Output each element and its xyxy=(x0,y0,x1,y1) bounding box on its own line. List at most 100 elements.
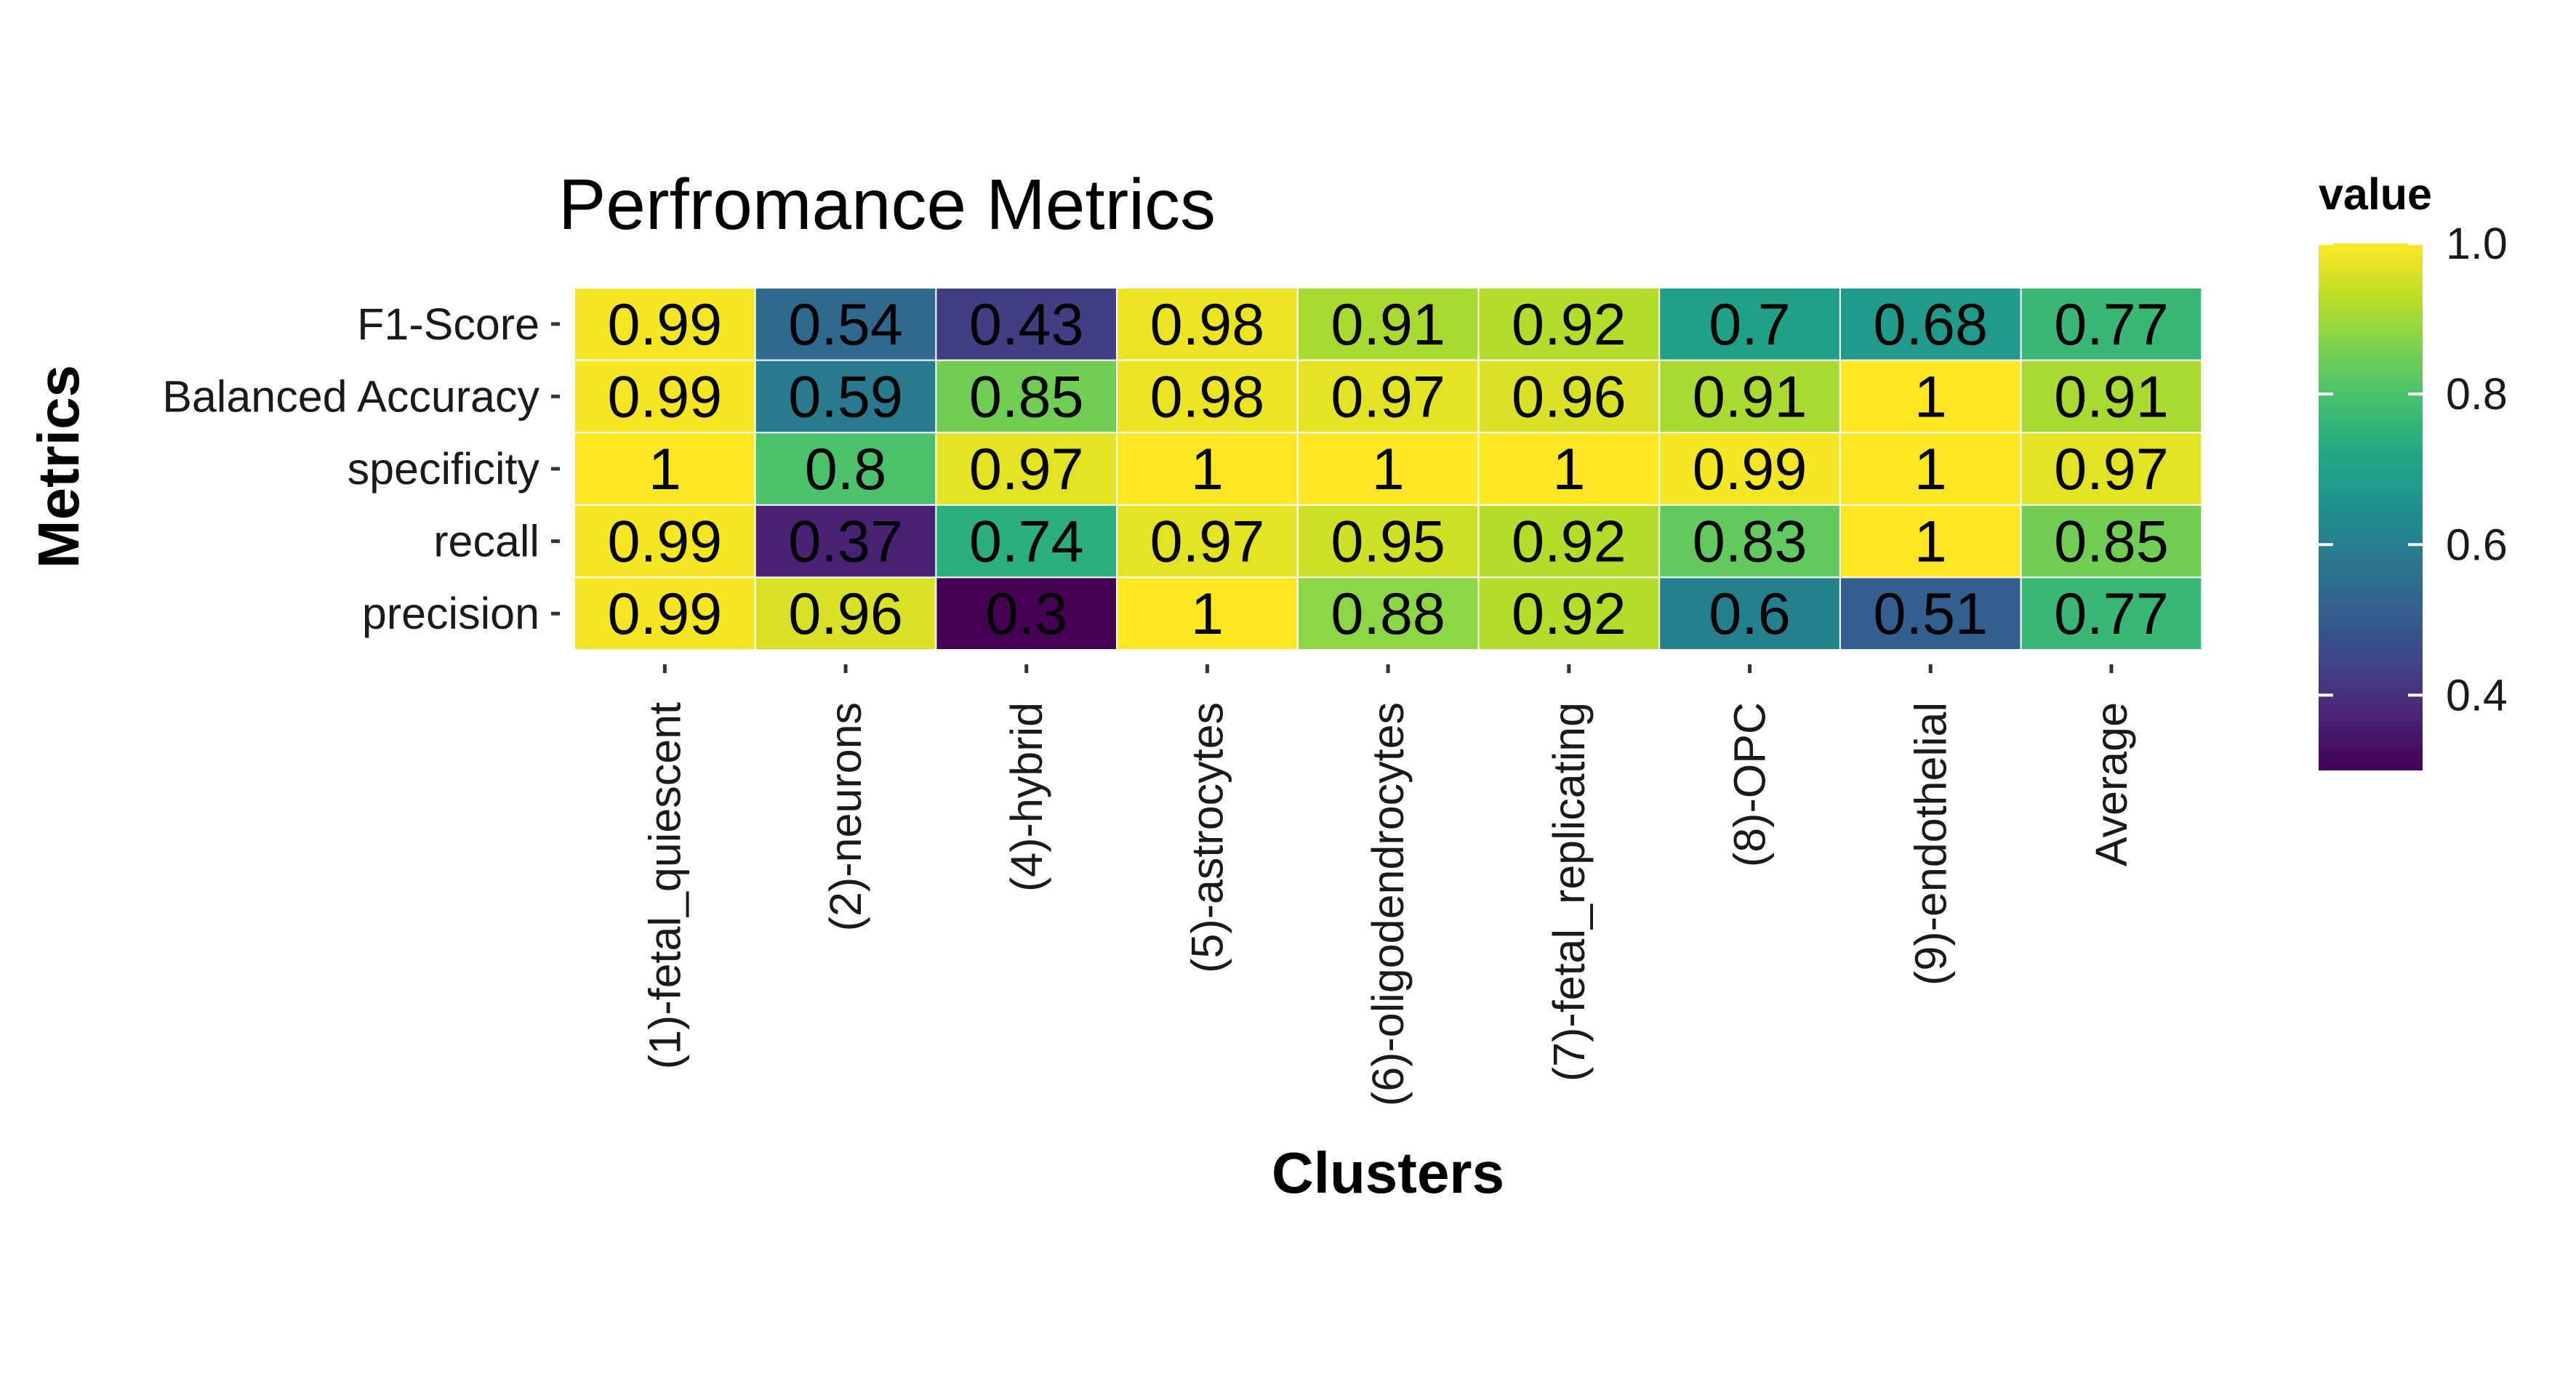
cell-label: 0.37 xyxy=(788,510,903,575)
heatmap-cell xyxy=(1296,432,1480,506)
cell-label: 0.3 xyxy=(985,581,1067,647)
cell-label: 0.8 xyxy=(805,437,887,502)
heatmap-cells xyxy=(574,287,2203,651)
cell-label: 1 xyxy=(1552,437,1585,502)
cell-label: 1 xyxy=(1372,437,1405,502)
heatmap-cell xyxy=(1296,576,1480,651)
heatmap-cell xyxy=(574,432,756,506)
cell-label: 0.97 xyxy=(1331,364,1445,430)
cell-label: 0.97 xyxy=(2054,437,2169,502)
cell-label: 0.83 xyxy=(1693,510,1807,575)
heatmap-cell xyxy=(1296,359,1480,434)
cell-label: 0.99 xyxy=(608,292,723,358)
cell-label: 0.99 xyxy=(1693,437,1807,502)
cell-label: 0.43 xyxy=(969,292,1084,358)
cell-label: 0.99 xyxy=(608,364,723,430)
cell-label: 0.92 xyxy=(1512,510,1626,575)
legend-tick-label: 0.8 xyxy=(2446,369,2508,419)
x-tick-label: (8)-OPC xyxy=(1725,702,1775,867)
cell-label: 0.7 xyxy=(1709,292,1791,358)
cell-label: 0.96 xyxy=(788,581,903,647)
heatmap-cell xyxy=(1658,576,1841,651)
y-tick-label: specificity xyxy=(348,444,540,494)
x-tick-label: (6)-oligodendrocytes xyxy=(1363,702,1413,1106)
cell-label: 1 xyxy=(1914,437,1947,502)
cell-label: 0.98 xyxy=(1150,292,1265,358)
cell-label: 0.91 xyxy=(2054,364,2169,430)
cell-label: 0.85 xyxy=(2054,510,2169,575)
heatmap-cell xyxy=(754,287,937,361)
cell-label: 0.54 xyxy=(788,292,903,358)
cell-label: 0.59 xyxy=(788,364,903,430)
heatmap-cell xyxy=(2020,359,2203,434)
legend-title: value xyxy=(2319,169,2432,219)
cell-label: 0.85 xyxy=(969,364,1084,430)
cell-label: 1 xyxy=(1914,510,1947,575)
cell-label: 0.91 xyxy=(1331,292,1445,358)
cell-label: 0.51 xyxy=(1873,581,1988,647)
cell-label: 0.97 xyxy=(1150,510,1265,575)
cell-label: 0.99 xyxy=(608,510,723,575)
cell-label: 0.92 xyxy=(1512,292,1626,358)
heatmap-cell xyxy=(1839,504,2022,579)
chart-title: Perfromance Metrics xyxy=(558,164,1216,244)
x-tick-label: (5)-astrocytes xyxy=(1182,702,1232,973)
heatmap-cell xyxy=(1116,287,1299,361)
heatmap-cell xyxy=(1658,432,1841,506)
legend-tick-label: 1.0 xyxy=(2446,219,2508,268)
x-tick-label: (2)-neurons xyxy=(821,702,870,931)
y-tick-label: Balanced Accuracy xyxy=(162,371,539,421)
cell-label: 0.96 xyxy=(1512,364,1626,430)
x-tick-label: (9)-endothelial xyxy=(1906,702,1955,986)
y-axis: F1-Score Balanced Accuracy specificity reca… xyxy=(162,299,560,638)
y-tick-label: recall xyxy=(433,517,539,566)
x-tick-label: (1)-fetal_quiescent xyxy=(640,702,689,1069)
heatmap-cell xyxy=(1116,432,1299,506)
heatmap-cell xyxy=(574,359,756,434)
heatmap-cell xyxy=(1839,287,2022,361)
x-axis-title: Clusters xyxy=(1272,1140,1504,1205)
x-axis: (1)-fetal_quiescent (2)-neurons (4)-hybrid… xyxy=(640,664,2136,1106)
cell-label: 1 xyxy=(1191,581,1224,647)
x-tick-label: (4)-hybrid xyxy=(1002,702,1051,892)
heatmap-cell xyxy=(2020,504,2203,579)
legend-tick-label: 0.4 xyxy=(2446,670,2508,720)
cell-label: 0.91 xyxy=(1693,364,1807,430)
heatmap-cell xyxy=(935,576,1118,651)
cell-label: 1 xyxy=(1191,437,1224,502)
heatmap-cell xyxy=(574,576,756,651)
cell-label: 0.6 xyxy=(1709,581,1791,647)
heatmap-cell xyxy=(754,576,937,651)
cell-label: 0.97 xyxy=(969,437,1084,502)
cell-label: 0.98 xyxy=(1150,364,1265,430)
x-tick-label: Average xyxy=(2087,702,2136,866)
legend-colorbar xyxy=(2319,243,2423,770)
heatmap-cell xyxy=(1116,504,1299,579)
y-tick-label: precision xyxy=(362,589,539,638)
color-legend: value 0.4 0.6 0.8 1.0 xyxy=(2319,169,2508,770)
cell-label: 0.74 xyxy=(969,510,1084,575)
heatmap-cell xyxy=(2020,576,2203,651)
cell-label: 0.95 xyxy=(1331,510,1445,575)
cell-label: 0.92 xyxy=(1512,581,1626,647)
cell-label: 0.99 xyxy=(608,581,723,647)
heatmap-cell xyxy=(574,287,756,361)
legend-tick-label: 0.6 xyxy=(2446,520,2508,569)
heatmap-cell xyxy=(1477,576,1661,651)
y-axis-title: Metrics xyxy=(26,365,91,568)
legend-ticks: 0.4 0.6 0.8 1.0 xyxy=(2319,219,2508,720)
cell-label: 1 xyxy=(1914,364,1947,430)
heatmap-cell xyxy=(1839,359,2022,434)
heatmap-cell xyxy=(935,287,1118,361)
cell-label: 0.77 xyxy=(2054,292,2169,358)
heatmap-cell xyxy=(1658,359,1841,434)
heatmap-cell xyxy=(1477,287,1661,361)
heatmap-cell xyxy=(2020,432,2203,506)
cell-label: 0.68 xyxy=(1873,292,1988,358)
heatmap-cell xyxy=(1116,576,1299,651)
heatmap-cell xyxy=(754,432,937,506)
cell-label: 0.88 xyxy=(1331,581,1445,647)
heatmap-cell xyxy=(754,504,937,579)
cell-label: 0.77 xyxy=(2054,581,2169,647)
